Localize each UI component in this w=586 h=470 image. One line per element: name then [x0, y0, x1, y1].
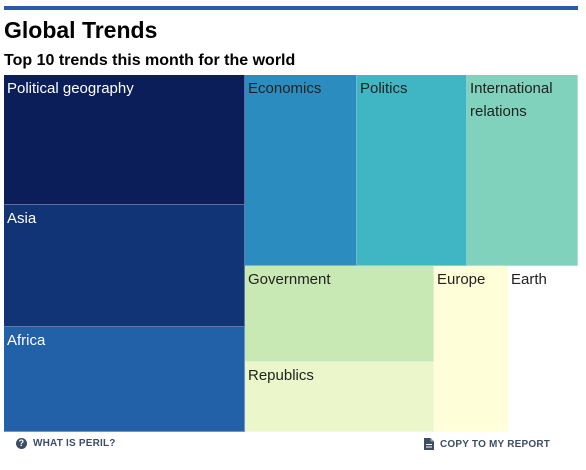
treemap-tile-label: Politics [360, 80, 408, 97]
document-icon [424, 438, 434, 450]
treemap-tile-label: Earth [511, 271, 547, 288]
copy-to-report-link[interactable]: COPY TO MY REPORT [424, 438, 550, 450]
treemap-tile-label: Republics [248, 367, 314, 384]
treemap-chart: Political geography Asia Africa Economics Po… [4, 75, 578, 432]
treemap-tile[interactable]: Africa [4, 327, 245, 432]
treemap-tile-label: Africa [7, 332, 46, 349]
treemap-tile[interactable]: Economics [245, 75, 357, 266]
page-subtitle: Top 10 trends this month for the world [4, 52, 296, 69]
treemap-tile-label: International relations [470, 80, 553, 120]
treemap-tile[interactable]: Asia [4, 205, 245, 327]
treemap-tile-label: Europe [437, 271, 486, 288]
treemap-tile[interactable]: Europe [434, 266, 508, 432]
treemap-tile[interactable]: Political geography [4, 75, 245, 205]
header-rule [4, 6, 578, 10]
copy-to-report-label: COPY TO MY REPORT [440, 438, 551, 450]
page-title: Global Trends [4, 17, 158, 43]
treemap-tile[interactable]: Earth [508, 266, 578, 432]
what-is-peril-link[interactable]: ? WHAT IS PERIL? [16, 438, 116, 449]
treemap-tile[interactable]: Republics [245, 362, 434, 432]
question-circle-icon: ? [16, 438, 27, 449]
treemap-tile[interactable]: Politics [357, 75, 467, 266]
treemap-tile[interactable]: International relations [467, 75, 578, 266]
treemap-tile-label: Government [248, 271, 331, 288]
what-is-peril-label: WHAT IS PERIL? [33, 438, 116, 449]
footer-bar: ? WHAT IS PERIL? COPY TO MY REPORT [0, 438, 586, 458]
treemap-tile-label: Economics [248, 80, 322, 97]
treemap-tile-label: Asia [7, 210, 37, 227]
treemap-tile[interactable]: Government [245, 266, 434, 362]
treemap-tile-label: Political geography [7, 80, 134, 97]
